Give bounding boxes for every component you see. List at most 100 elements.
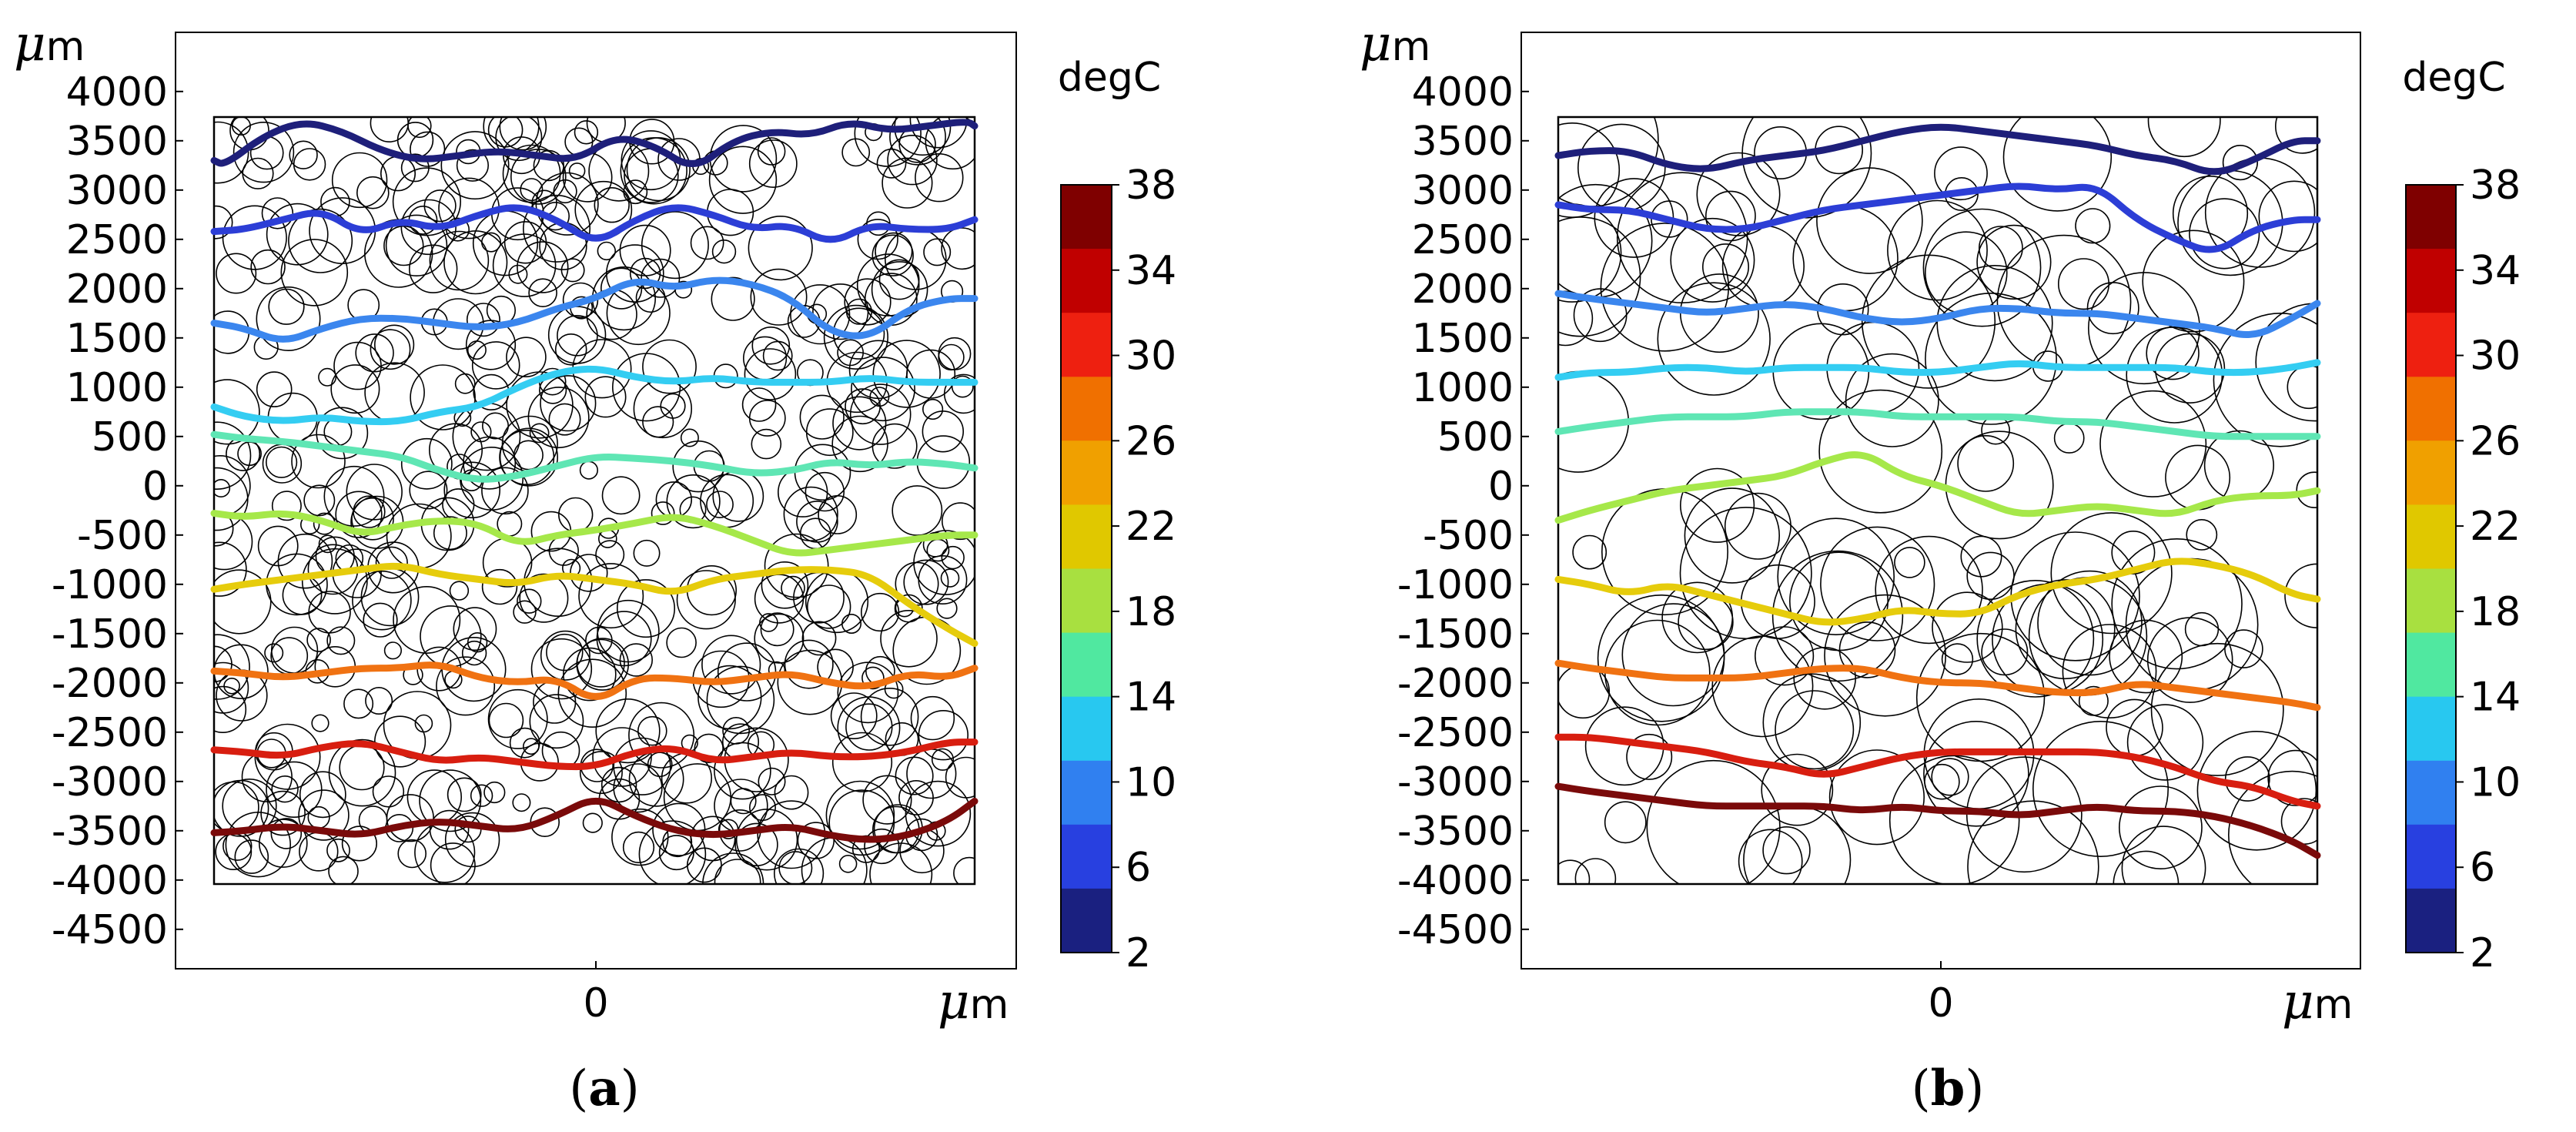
particle-circle: [854, 117, 922, 167]
particle-circle: [600, 267, 643, 310]
isotherm-line-2: [210, 276, 979, 343]
particle-circle: [1845, 353, 1939, 447]
particle-circle: [611, 353, 681, 422]
particle-circle: [2267, 749, 2317, 806]
unit-prefix: μ: [2282, 973, 2314, 1030]
particle-circle: [318, 534, 337, 554]
particle-circle: [764, 533, 829, 598]
particle-circle: [666, 474, 721, 529]
particle-circle: [392, 167, 462, 236]
particle-circle: [1820, 526, 1935, 641]
unit-symbol: m: [970, 982, 1009, 1028]
unit-symbol: m: [46, 24, 85, 70]
colorbar-band: [1061, 440, 1112, 505]
particle-circle: [1597, 594, 1725, 722]
particle-circle: [748, 139, 798, 189]
particle-circle: [2037, 570, 2143, 676]
particle-circle: [506, 371, 574, 439]
particle-circle: [882, 157, 933, 209]
particle-circle: [1604, 801, 1647, 844]
colorbar-tick-label: 6: [2470, 845, 2495, 891]
particle-circle: [293, 148, 326, 181]
particle-circle: [1646, 759, 1781, 884]
particle-circle: [2109, 619, 2183, 694]
y-tick-label: -4500: [52, 907, 168, 953]
particle-circle: [925, 117, 975, 170]
colorbar-band: [2406, 313, 2456, 377]
particle-circle: [1738, 829, 1803, 884]
caption-paren-close: ): [621, 1060, 640, 1117]
isotherm-line-9: [210, 797, 979, 843]
particle-circle: [941, 227, 975, 270]
particle-circle: [1724, 492, 1791, 560]
particle-circle: [483, 781, 506, 804]
particle-circle: [1957, 435, 2015, 492]
particle-circle: [1558, 117, 1659, 207]
particle-circle: [711, 276, 755, 321]
particle-circle: [214, 781, 259, 833]
particle-circle: [442, 488, 475, 521]
caption-paren-open: (: [1912, 1060, 1931, 1117]
particle-circle: [2062, 624, 2157, 718]
y-tick-label: -1500: [52, 611, 168, 658]
particle-circle: [383, 641, 403, 660]
isotherm-line-5: [210, 510, 979, 557]
y-tick-label: 1000: [1412, 365, 1514, 411]
colorbar-band: [1061, 504, 1112, 570]
particle-circle: [1558, 665, 1611, 719]
particle-circle: [841, 613, 862, 634]
particle-circle: [633, 379, 692, 439]
particle-circle: [1875, 535, 1983, 645]
particle-circle: [629, 257, 661, 290]
caption-letter: a: [588, 1060, 620, 1117]
particle-circle: [481, 568, 518, 605]
y-tick-label: -1000: [1397, 562, 1514, 608]
particle-circle: [449, 581, 470, 601]
particle-circle: [326, 626, 356, 655]
unit-symbol: m: [2314, 982, 2354, 1028]
y-tick-label: 3500: [66, 119, 168, 165]
particle-circle: [751, 428, 782, 460]
colorbar-band: [1061, 824, 1112, 889]
colorbar-band: [2406, 824, 2456, 889]
particle-circle: [831, 415, 888, 473]
particle-circle: [845, 703, 893, 751]
panel-caption: (b): [1912, 1060, 1985, 1117]
particle-circle: [1861, 254, 1996, 389]
particle-circle: [522, 194, 590, 263]
particle-circle: [832, 396, 887, 450]
particle-circle: [1945, 430, 2054, 540]
particle-circle: [311, 714, 330, 732]
colorbar-band: [1061, 760, 1112, 826]
particle-circle: [1924, 763, 1960, 800]
particle-circle: [409, 471, 448, 510]
particle-circle: [2142, 229, 2245, 333]
particle-circle: [222, 205, 287, 270]
particle-circle: [530, 638, 593, 700]
particle-circle: [913, 530, 975, 595]
y-tick-label: 500: [92, 414, 168, 461]
colorbar-tick-label: 2: [2470, 930, 2495, 976]
panel-a: 40003500300025002000150010005000-500-100…: [14, 15, 1176, 1117]
particle-circle: [864, 828, 900, 865]
particle-circle: [613, 737, 671, 795]
particle-circle: [560, 258, 585, 283]
particle-circle: [436, 656, 496, 716]
particle-circle: [1558, 216, 1641, 337]
particle-circle: [758, 767, 786, 795]
particle-circle: [326, 838, 350, 862]
particle-circle: [601, 476, 641, 515]
particle-circle: [2111, 538, 2243, 670]
y-tick-label: 3000: [1412, 168, 1514, 214]
particle-circle: [1621, 603, 1725, 707]
particle-circle: [328, 856, 359, 884]
particle-circle: [849, 383, 912, 445]
x-axis-unit-label: μm: [938, 973, 1009, 1030]
particle-circle: [757, 137, 786, 166]
particle-circle: [331, 152, 388, 209]
particle-circle: [2186, 519, 2218, 551]
particle-circle: [420, 605, 482, 668]
particle-circle: [1996, 234, 2132, 370]
particle-circle: [584, 376, 627, 418]
particle-circle: [2058, 258, 2110, 310]
